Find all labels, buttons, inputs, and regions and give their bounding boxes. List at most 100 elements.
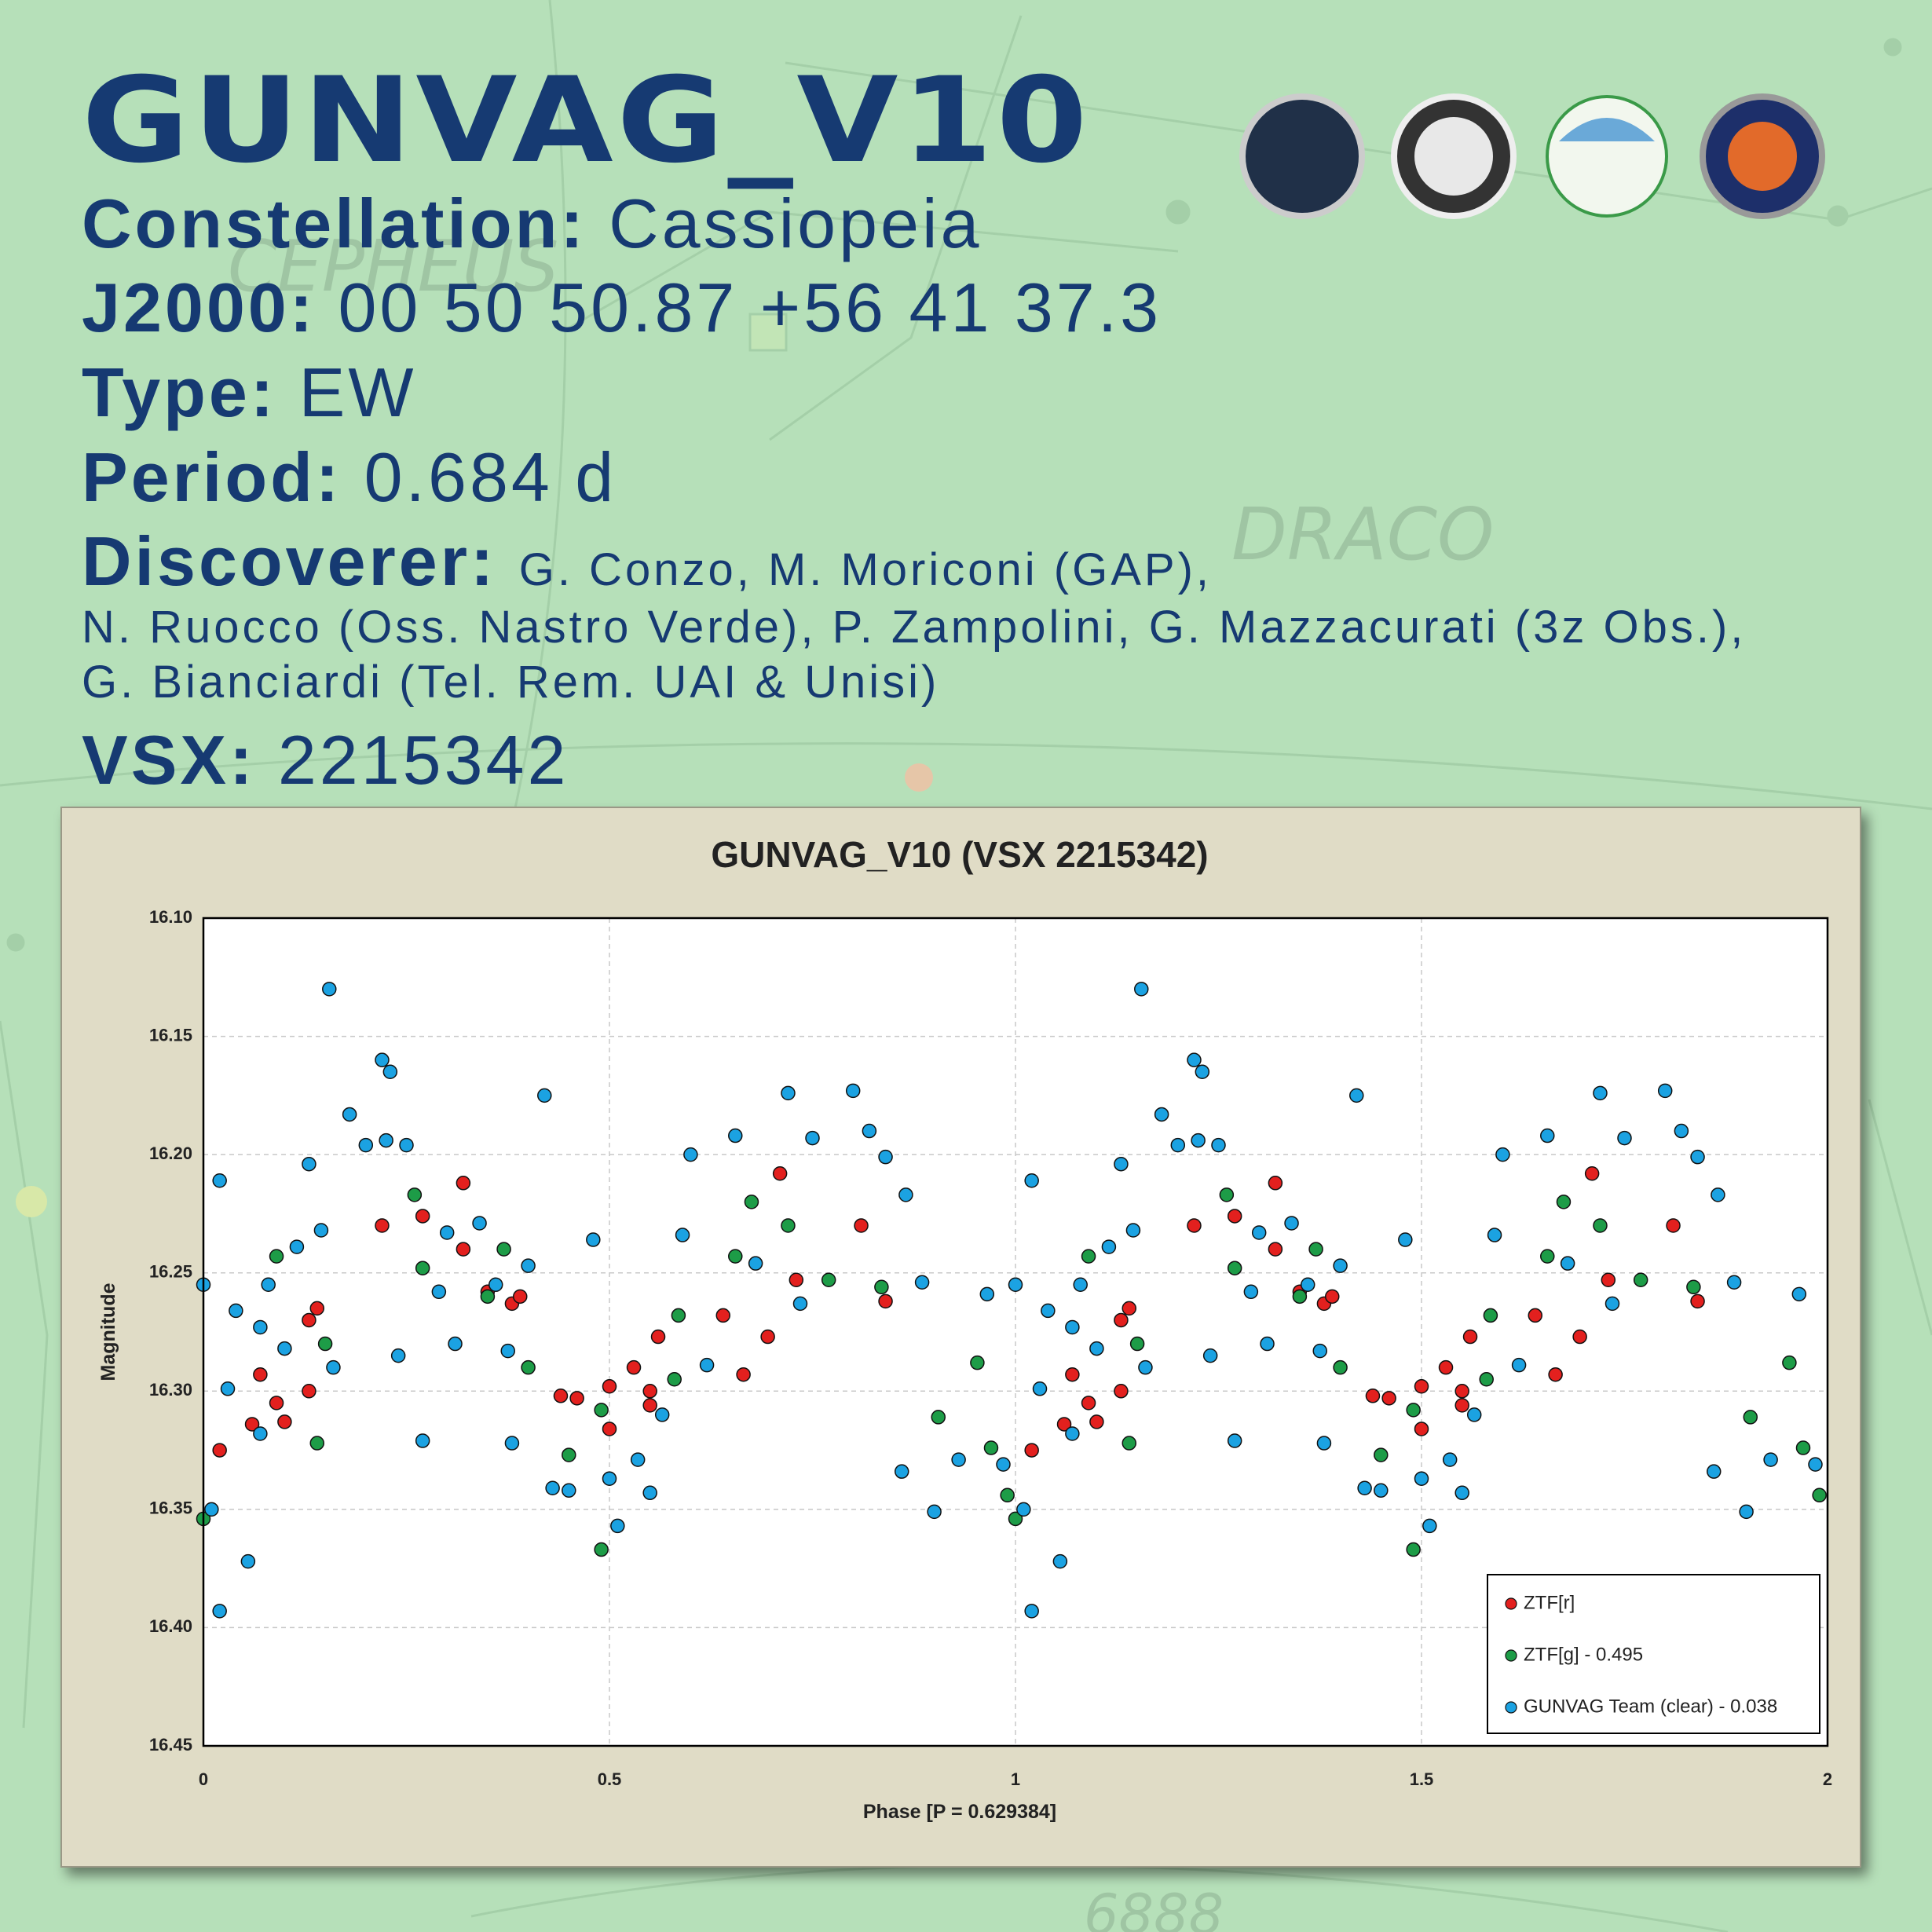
data-point <box>1584 1165 1600 1181</box>
data-point <box>1528 1308 1543 1323</box>
data-point <box>562 1447 576 1462</box>
data-point <box>1333 1258 1348 1273</box>
data-point <box>642 1398 657 1413</box>
data-point <box>253 1367 268 1382</box>
chart-title: GUNVAG_V10 (VSX 2215342) <box>711 834 1208 875</box>
data-point <box>983 1440 999 1455</box>
data-point <box>1743 1410 1758 1425</box>
discoverer-line: G. Bianciardi (Tel. Rem. UAI & Unisi) <box>82 657 939 708</box>
data-point <box>1187 1218 1202 1233</box>
data-point <box>1089 1414 1104 1429</box>
data-point <box>1052 1553 1068 1569</box>
data-point <box>979 1286 995 1302</box>
data-point <box>342 1107 357 1122</box>
data-point <box>1219 1187 1235 1202</box>
data-point <box>1089 1341 1104 1356</box>
data-point <box>630 1452 646 1467</box>
data-point <box>1000 1487 1015 1503</box>
data-point <box>1442 1452 1458 1467</box>
data-point <box>1065 1319 1080 1335</box>
y-tick-label: 16.30 <box>149 1380 192 1400</box>
field-label: VSX: <box>82 721 255 799</box>
data-point <box>602 1471 617 1486</box>
data-point <box>382 1064 398 1079</box>
field-value: 0.684 d <box>364 438 617 516</box>
data-point <box>399 1137 414 1153</box>
data-point <box>220 1381 236 1396</box>
legend-label: GUNVAG Team (clear) - 0.038 <box>1524 1696 1777 1717</box>
data-point <box>586 1232 601 1247</box>
data-point <box>1540 1128 1555 1143</box>
data-point <box>760 1329 775 1345</box>
data-point <box>1284 1216 1299 1231</box>
data-point <box>1686 1279 1701 1295</box>
data-point <box>521 1359 536 1375</box>
y-tick-label: 16.40 <box>149 1616 192 1636</box>
data-point <box>748 1256 763 1271</box>
data-point <box>1134 982 1149 997</box>
data-point <box>792 1296 808 1312</box>
data-point <box>1065 1426 1080 1441</box>
data-point <box>862 1123 877 1139</box>
data-point <box>317 1336 333 1352</box>
logo-inner <box>1414 117 1493 196</box>
data-point <box>744 1195 759 1209</box>
data-point <box>1202 1348 1218 1363</box>
data-point <box>642 1384 657 1399</box>
data-point <box>805 1130 820 1146</box>
data-point <box>1365 1389 1381 1403</box>
data-point <box>1674 1123 1689 1139</box>
data-point <box>1125 1223 1141 1238</box>
field: Discoverer: G. Conzo, M. Moriconi (GAP), <box>82 522 1212 600</box>
data-point <box>894 1464 909 1479</box>
data-point <box>1333 1359 1348 1375</box>
data-point <box>1316 1436 1332 1451</box>
data-point <box>1414 1471 1429 1486</box>
field-value: Cassiopeia <box>609 185 982 262</box>
data-point <box>970 1355 985 1370</box>
data-point <box>379 1132 393 1148</box>
data-point <box>1227 1209 1242 1224</box>
data-point <box>1357 1480 1372 1496</box>
y-axis-title: Magnitude <box>97 1283 119 1381</box>
data-point <box>358 1137 374 1153</box>
data-point <box>1414 1422 1429 1436</box>
data-point <box>1706 1464 1722 1479</box>
data-point <box>854 1218 869 1233</box>
data-point <box>1690 1293 1705 1309</box>
data-point <box>1454 1398 1469 1413</box>
data-point <box>675 1228 690 1242</box>
y-tick-label: 16.35 <box>149 1498 192 1518</box>
data-point <box>1617 1130 1632 1146</box>
data-point <box>1138 1359 1153 1375</box>
data-point <box>650 1329 666 1345</box>
data-point <box>500 1343 515 1359</box>
data-point <box>1791 1286 1807 1302</box>
data-point <box>269 1249 284 1264</box>
data-point <box>261 1277 276 1293</box>
legend-marker <box>1505 1701 1517 1714</box>
data-point <box>1666 1218 1681 1233</box>
y-tick-label: 16.20 <box>149 1143 192 1163</box>
field: Constellation: Cassiopeia <box>82 185 982 262</box>
data-point <box>562 1483 576 1498</box>
data-point <box>322 982 337 997</box>
data-point <box>951 1452 966 1467</box>
legend-label: ZTF[g] - 0.495 <box>1524 1644 1643 1665</box>
data-point <box>1398 1232 1413 1247</box>
data-point <box>927 1504 942 1520</box>
data-point <box>1763 1452 1778 1467</box>
data-point <box>1251 1225 1267 1240</box>
data-point <box>1211 1137 1226 1153</box>
logo-inner <box>1728 122 1797 191</box>
data-point <box>1081 1396 1096 1411</box>
data-point <box>521 1258 536 1273</box>
data-point <box>728 1128 743 1143</box>
field-value: 00 50 50.87 +56 41 37.3 <box>338 269 1162 346</box>
data-point <box>914 1275 930 1290</box>
x-axis-title: Phase [P = 0.629384] <box>863 1801 1056 1823</box>
data-point <box>1593 1218 1608 1233</box>
data-point <box>1041 1303 1056 1319</box>
data-point <box>1227 1433 1242 1448</box>
